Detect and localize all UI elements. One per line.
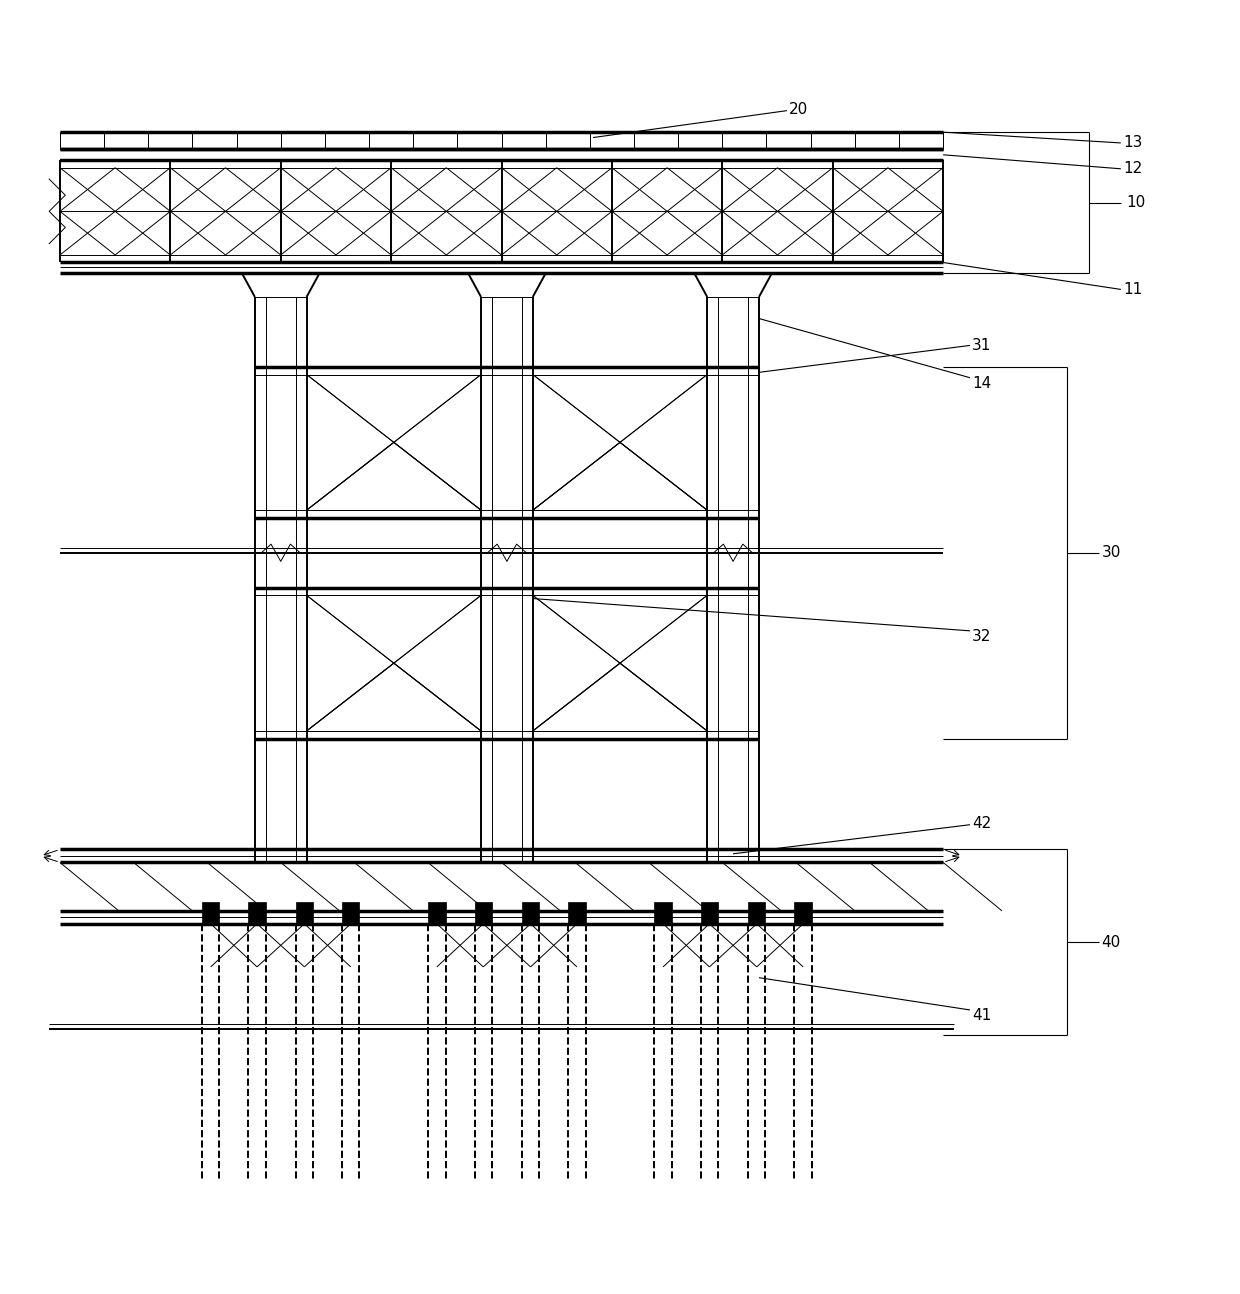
Bar <box>342 902 360 924</box>
Bar <box>501 132 546 149</box>
Bar <box>192 132 237 149</box>
Bar <box>202 902 219 924</box>
Text: 41: 41 <box>972 1008 992 1022</box>
Text: 32: 32 <box>972 629 992 643</box>
Bar <box>104 132 149 149</box>
Bar <box>655 902 672 924</box>
Text: 13: 13 <box>1123 136 1142 150</box>
Bar <box>766 132 811 149</box>
Bar <box>590 132 634 149</box>
Bar <box>795 902 812 924</box>
Text: 30: 30 <box>1101 545 1121 560</box>
Text: 20: 20 <box>789 102 808 116</box>
Text: 10: 10 <box>1126 195 1146 210</box>
Bar <box>701 902 718 924</box>
Text: 12: 12 <box>1123 162 1142 176</box>
Bar <box>370 132 413 149</box>
Bar <box>723 132 766 149</box>
Bar <box>248 902 265 924</box>
Text: 40: 40 <box>1101 934 1121 950</box>
Bar <box>428 902 445 924</box>
Bar <box>634 132 678 149</box>
Text: 14: 14 <box>972 375 992 391</box>
Bar <box>149 132 192 149</box>
Bar <box>475 902 492 924</box>
Bar <box>899 132 944 149</box>
Bar <box>678 132 723 149</box>
Bar <box>60 132 104 149</box>
Bar <box>748 902 765 924</box>
Bar <box>568 902 585 924</box>
Bar <box>325 132 370 149</box>
Bar <box>237 132 280 149</box>
Bar <box>522 902 539 924</box>
Bar <box>280 132 325 149</box>
Bar <box>854 132 899 149</box>
Bar <box>458 132 501 149</box>
Bar <box>296 902 312 924</box>
Text: 11: 11 <box>1123 282 1142 296</box>
Text: 42: 42 <box>972 817 992 831</box>
Bar <box>413 132 458 149</box>
Bar <box>546 132 590 149</box>
Bar <box>811 132 854 149</box>
Text: 31: 31 <box>972 338 992 353</box>
